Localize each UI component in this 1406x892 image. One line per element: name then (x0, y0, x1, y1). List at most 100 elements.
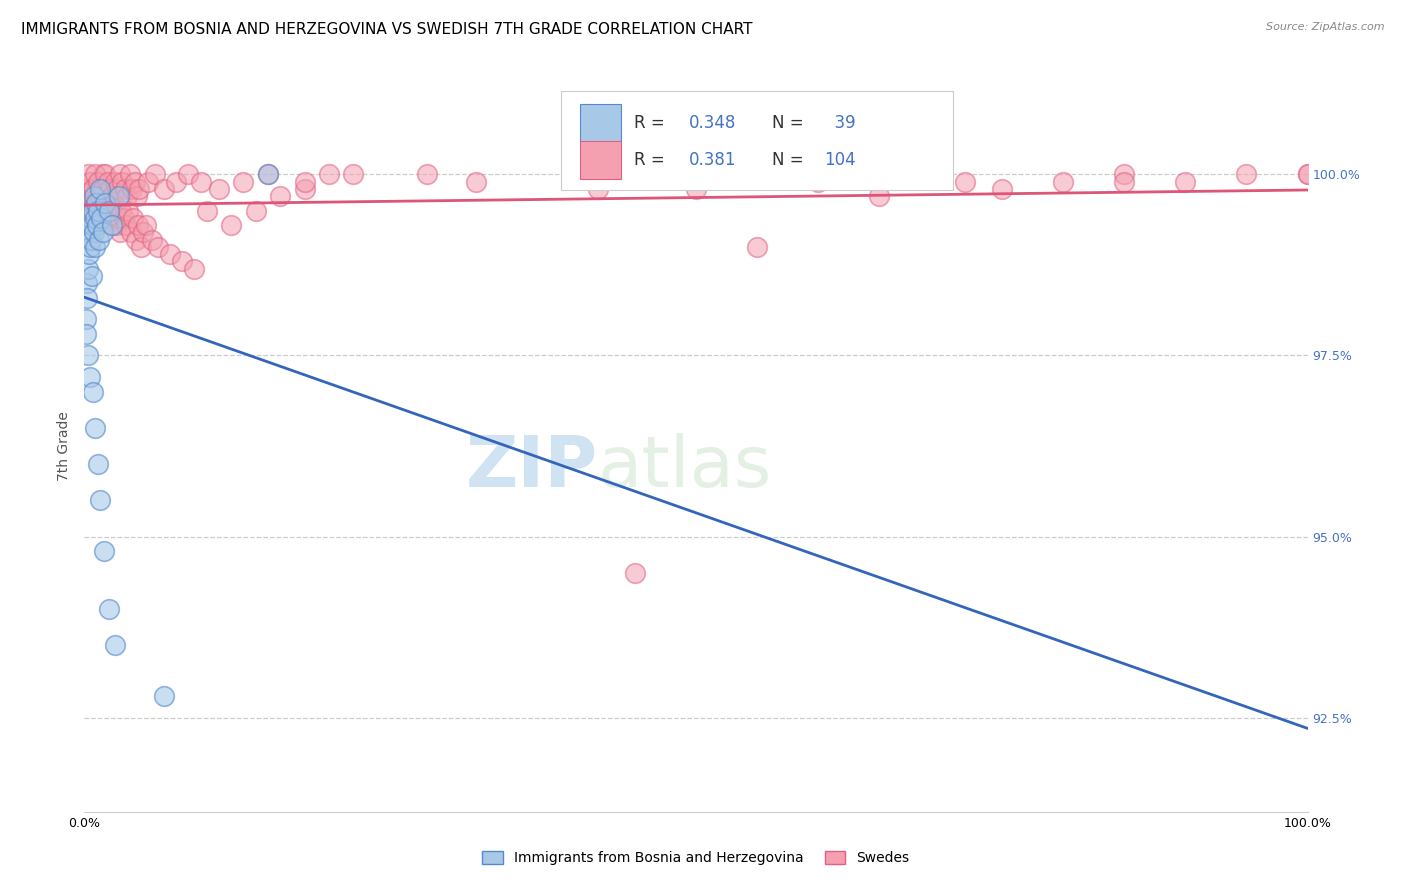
Point (122, 211, 145, 225)
Text: R =: R = (634, 151, 669, 169)
Point (136, 175, 159, 189)
Point (245, 203, 267, 218)
Point (112, 211, 135, 225)
Point (135, 218, 157, 232)
Point (1052, 175, 1074, 189)
Point (586, 182, 609, 196)
Point (87, 457, 110, 471)
Point (141, 233, 163, 247)
Point (905, 168, 928, 182)
Point (110, 203, 132, 218)
Point (208, 182, 231, 196)
Point (195, 203, 218, 218)
Point (79, 211, 101, 225)
Point (84, 421, 107, 435)
Point (75, 326, 97, 341)
Text: 104: 104 (824, 151, 856, 169)
Point (294, 182, 316, 196)
Point (84, 240, 107, 254)
Point (79, 175, 101, 189)
Point (83, 196, 105, 211)
Y-axis label: 7th Grade: 7th Grade (58, 411, 72, 481)
Point (783, 168, 806, 182)
Point (190, 175, 212, 189)
Point (953, 175, 976, 189)
Point (76, 291, 98, 305)
Point (90, 203, 112, 218)
Text: Source: ZipAtlas.com: Source: ZipAtlas.com (1267, 22, 1385, 32)
Point (1296, 168, 1319, 182)
Point (103, 196, 125, 211)
Point (929, 168, 952, 182)
Point (83, 225, 105, 239)
Text: 0.348: 0.348 (689, 113, 735, 132)
Point (132, 225, 155, 239)
Point (77, 349, 100, 363)
Point (1114, 168, 1136, 182)
Point (89, 182, 111, 196)
Point (87, 175, 110, 189)
Point (87, 203, 110, 218)
Text: 39: 39 (824, 113, 856, 132)
Point (84, 168, 107, 182)
Point (93, 544, 115, 558)
Point (342, 168, 364, 182)
Text: N =: N = (772, 151, 808, 169)
Point (91, 168, 114, 182)
Point (90, 211, 112, 225)
Point (153, 182, 176, 196)
Point (105, 218, 128, 232)
Point (77, 196, 100, 211)
Point (115, 189, 138, 203)
Point (105, 203, 128, 218)
Point (82, 211, 104, 225)
Point (76, 276, 98, 290)
Point (257, 168, 280, 182)
Point (464, 175, 486, 189)
Point (172, 254, 194, 268)
Point (80, 218, 103, 232)
Point (91, 225, 114, 239)
Point (219, 218, 242, 232)
Point (79, 370, 101, 384)
Point (747, 240, 769, 254)
Point (125, 189, 148, 203)
Point (232, 175, 254, 189)
Point (83, 189, 105, 203)
Point (94, 168, 117, 182)
Point (104, 638, 127, 652)
Point (98, 189, 121, 203)
Point (177, 168, 200, 182)
Point (107, 211, 129, 225)
Point (807, 175, 830, 189)
Point (117, 203, 139, 218)
Point (294, 175, 316, 189)
Point (318, 168, 340, 182)
Point (79, 240, 101, 254)
Point (159, 247, 181, 261)
Point (111, 175, 134, 189)
Point (257, 168, 280, 182)
Point (89, 493, 111, 508)
Point (98, 182, 121, 196)
Point (183, 261, 205, 276)
Point (869, 189, 891, 203)
Point (991, 182, 1014, 196)
Point (82, 268, 104, 283)
Point (118, 168, 141, 182)
Point (93, 182, 115, 196)
Point (94, 196, 117, 211)
Point (96, 203, 118, 218)
Point (97, 602, 120, 616)
Point (1236, 168, 1258, 182)
Text: N =: N = (772, 113, 808, 132)
Point (97, 211, 120, 225)
Point (87, 211, 110, 225)
Point (86, 203, 108, 218)
FancyBboxPatch shape (579, 141, 621, 179)
Point (101, 218, 124, 232)
Point (87, 233, 110, 247)
Point (416, 168, 439, 182)
Point (97, 196, 120, 211)
Point (101, 218, 124, 232)
